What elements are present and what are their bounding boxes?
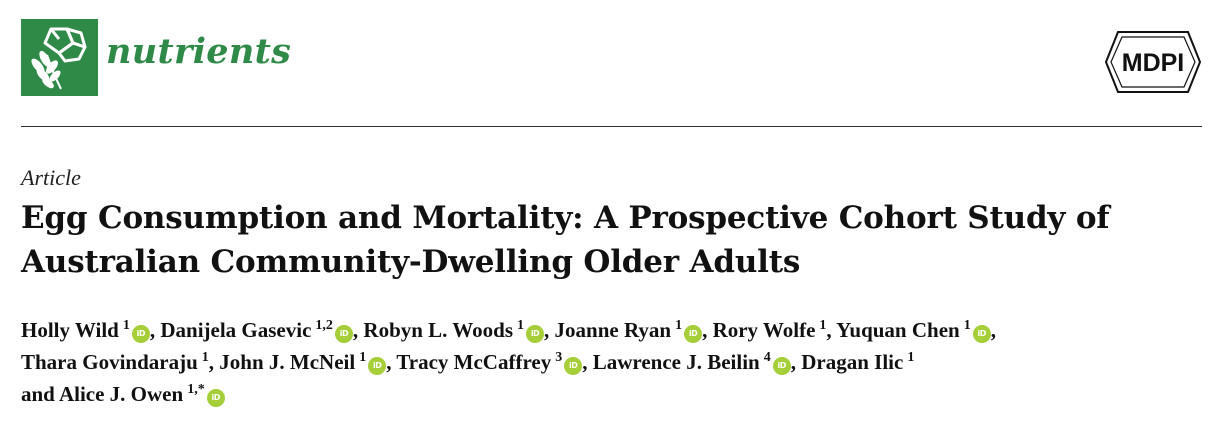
mdpi-logo-icon: MDPI [1104, 31, 1202, 93]
author-item: Alice J. Owen 1,*iD [58, 382, 225, 407]
author-item: Dragan Ilic 1 [801, 350, 914, 374]
affiliation-number: 1 [907, 350, 915, 365]
author-name[interactable]: Yuquan Chen [836, 318, 960, 342]
author-name[interactable]: Tracy McCaffrey [396, 350, 552, 374]
author-item: Danijela Gasevic 1,2iD [160, 318, 353, 343]
author-name[interactable]: John J. McNeil [219, 350, 356, 374]
author-item: Yuquan Chen 1iD [836, 318, 991, 343]
orcid-icon[interactable]: iD [131, 325, 150, 343]
affiliation-number: 3 [555, 350, 563, 365]
and-conjunction: and [21, 382, 59, 406]
orcid-icon[interactable]: iD [972, 325, 991, 343]
orcid-icon[interactable]: iD [526, 325, 545, 343]
affiliation-number: 1 [675, 318, 683, 333]
author-name[interactable]: Dragan Ilic [801, 350, 904, 374]
author-name[interactable]: Thara Govindaraju [21, 350, 198, 374]
author-name[interactable]: Danijela Gasevic [160, 318, 312, 342]
affiliation-number: 4 [763, 350, 771, 365]
mdpi-logo: MDPI [1104, 29, 1202, 95]
orcid-icon[interactable]: iD [772, 357, 791, 375]
author-name[interactable]: Joanne Ryan [554, 318, 672, 342]
orcid-icon[interactable]: iD [684, 325, 703, 343]
author-item: Joanne Ryan 1iD [554, 318, 703, 343]
affiliation-number: 1 [122, 318, 130, 333]
affiliation-number: 1 [819, 318, 827, 333]
author-item: Robyn L. Woods 1iD [363, 318, 545, 343]
author-item: John J. McNeil 1iD [219, 350, 387, 375]
article-type: Article [21, 165, 81, 190]
author-item: Tracy McCaffrey 3iD [396, 350, 583, 375]
author-item: Lawrence J. Beilin 4iD [592, 350, 791, 375]
orcid-icon[interactable]: iD [564, 357, 583, 375]
author-name[interactable]: Alice J. Owen [58, 382, 184, 406]
author-name[interactable]: Rory Wolfe [712, 318, 816, 342]
affiliation-number: 1,* [187, 382, 205, 397]
author-item: Rory Wolfe 1 [713, 318, 827, 342]
author-name[interactable]: Robyn L. Woods [363, 318, 514, 342]
affiliation-number: 1 [201, 350, 209, 365]
header-divider [21, 126, 1202, 127]
author-list: Holly Wild 1iD, Danijela Gasevic 1,2iD, Ro… [21, 318, 996, 407]
author-item: Thara Govindaraju 1 [21, 350, 209, 374]
author-name[interactable]: Lawrence J. Beilin [592, 350, 760, 374]
article-title: Egg Consumption and Mortality: A Prospec… [21, 200, 1110, 280]
journal-logo [21, 19, 98, 96]
publisher-name: MDPI [1122, 49, 1185, 77]
affiliation-number: 1 [517, 318, 525, 333]
affiliation-number: 1 [963, 318, 971, 333]
orcid-icon[interactable]: iD [206, 389, 225, 407]
orcid-icon[interactable]: iD [368, 357, 387, 375]
nutrients-leaf-icon [21, 19, 98, 96]
author-item: Holly Wild 1iD [21, 318, 150, 343]
journal-name: nutrients [106, 31, 292, 72]
affiliation-number: 1,2 [315, 318, 333, 333]
orcid-icon[interactable]: iD [334, 325, 353, 343]
affiliation-number: 1 [359, 350, 367, 365]
author-name[interactable]: Holly Wild [21, 318, 119, 342]
